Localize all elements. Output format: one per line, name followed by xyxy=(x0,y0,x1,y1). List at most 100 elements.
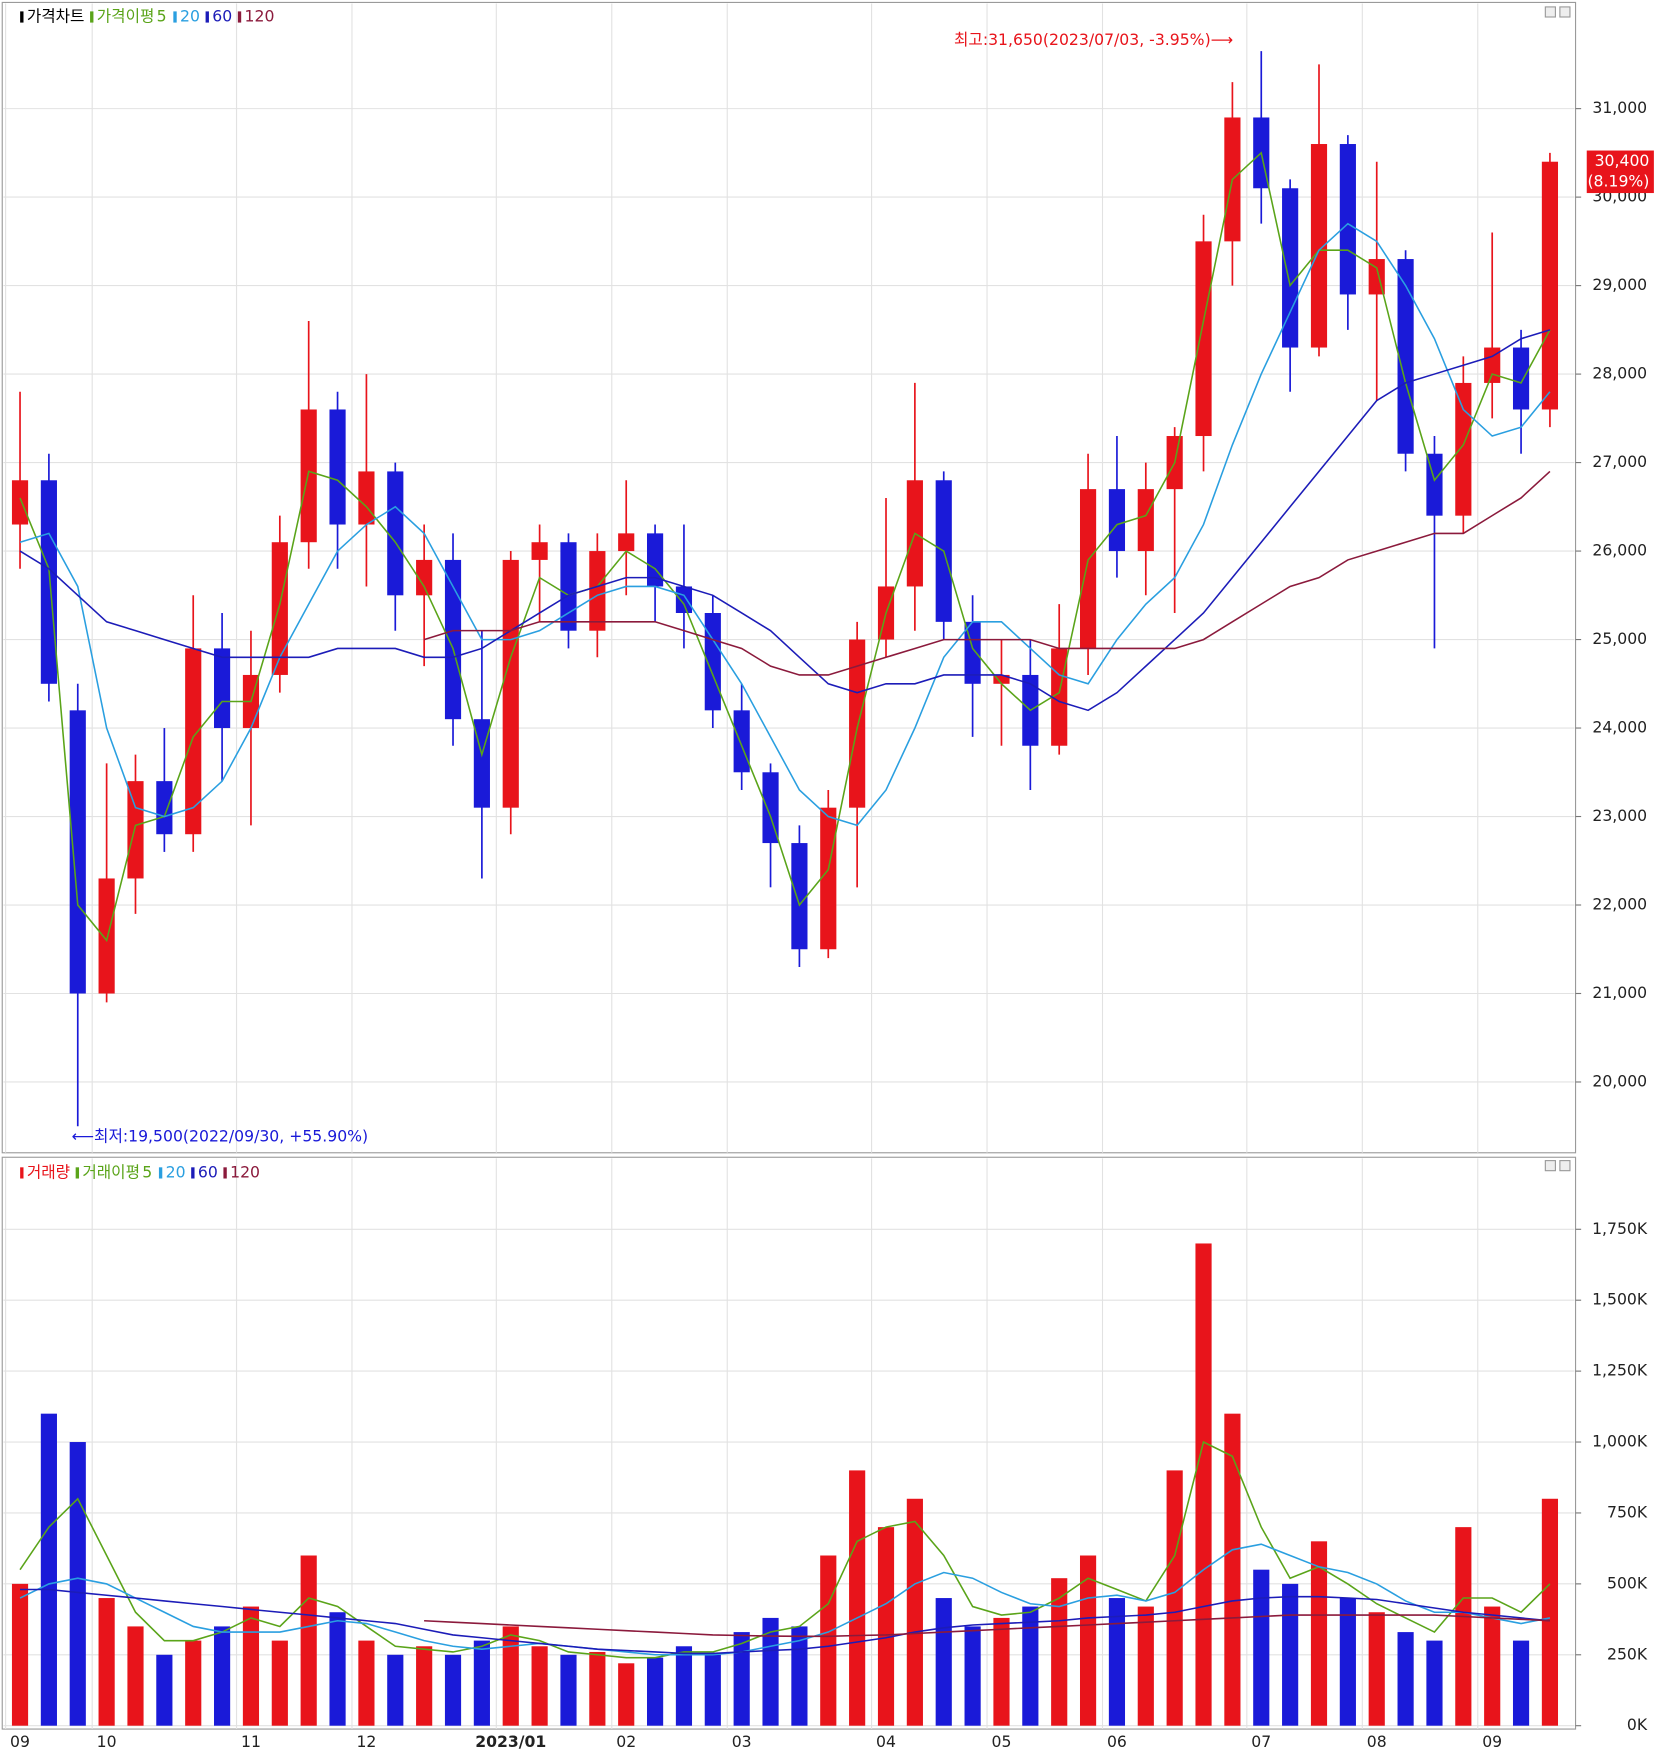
volume-bar xyxy=(156,1654,173,1726)
y-tick-label: 23,000 xyxy=(1592,806,1647,825)
legend-swatch xyxy=(205,11,209,23)
legend-swatch xyxy=(20,11,24,23)
volume-bar xyxy=(40,1413,57,1726)
candle-body xyxy=(300,409,317,543)
candle-body xyxy=(1397,259,1414,454)
legend-swatch xyxy=(158,1167,163,1179)
y-tick-label: 250K xyxy=(1607,1644,1648,1663)
x-tick-label: 08 xyxy=(1367,1732,1387,1751)
panel-button[interactable] xyxy=(1544,1160,1556,1172)
panel-button[interactable] xyxy=(1559,1160,1571,1172)
legend-swatch xyxy=(173,11,177,23)
volume-bar xyxy=(1455,1527,1472,1726)
candle-body xyxy=(1310,144,1328,348)
volume-bar xyxy=(964,1626,981,1726)
volume-bar xyxy=(531,1646,548,1726)
mark-layer xyxy=(11,51,1559,1726)
panel-button[interactable] xyxy=(1544,6,1556,18)
legend-swatch xyxy=(75,1167,80,1179)
volume-panel xyxy=(1,1156,1577,1730)
volume-bar xyxy=(300,1555,317,1726)
volume-bar xyxy=(675,1646,693,1726)
candle-body xyxy=(618,533,635,552)
volume-bar xyxy=(1512,1640,1530,1726)
volume-bar xyxy=(1397,1632,1414,1726)
candle-body xyxy=(733,710,750,773)
y-tick-label: 21,000 xyxy=(1592,983,1647,1002)
legend-swatch xyxy=(223,1167,227,1179)
legend-entry: 120 xyxy=(230,1162,260,1181)
candle-body xyxy=(40,480,57,684)
volume-bar xyxy=(993,1617,1010,1726)
candle-body xyxy=(849,639,866,808)
candle-body xyxy=(127,781,144,879)
x-tick-label: 06 xyxy=(1107,1732,1127,1751)
volume-bar xyxy=(1339,1598,1356,1726)
ma-line xyxy=(19,1440,1551,1659)
legend-entry: 60 xyxy=(198,1162,218,1181)
y-tick-label: 27,000 xyxy=(1592,452,1647,471)
candle-body xyxy=(329,409,346,525)
candle-body xyxy=(416,559,433,596)
volume-bar xyxy=(185,1640,202,1726)
legend-entry: 20 xyxy=(166,1162,186,1181)
volume-bar xyxy=(618,1663,635,1726)
candle-body xyxy=(1282,188,1299,348)
ma-line xyxy=(19,222,1551,827)
volume-bar xyxy=(214,1626,231,1726)
x-tick-label: 2023/01 xyxy=(475,1732,546,1751)
candle-body xyxy=(675,586,693,614)
panel-button[interactable] xyxy=(1559,6,1571,18)
candle-body xyxy=(646,533,664,587)
volume-bar xyxy=(791,1626,808,1726)
volume-bar xyxy=(1224,1413,1241,1726)
candle-body xyxy=(1455,382,1472,516)
label-layer: 20,000 21,000 22,000 23,000 24,000 25,000 26,0… xyxy=(10,6,1654,1751)
candle-body xyxy=(531,542,548,560)
volume-bar xyxy=(502,1626,519,1726)
x-tick-label: 07 xyxy=(1251,1732,1271,1751)
legend-entry: 20 xyxy=(180,6,200,25)
volume-bar xyxy=(820,1555,837,1726)
volume-bar xyxy=(1310,1541,1328,1726)
volume-bar xyxy=(1022,1606,1039,1726)
legend-title: 가격차트 xyxy=(27,6,85,25)
x-tick-label: 10 xyxy=(97,1732,117,1751)
volume-bar xyxy=(1368,1612,1385,1726)
candle-body xyxy=(98,878,115,994)
y-tick-label: 1,000K xyxy=(1592,1432,1648,1451)
volume-bar xyxy=(242,1606,260,1726)
legend-entry: 60 xyxy=(212,6,232,25)
high-annotation: 최고:31,650(2023/07/03, -3.95%)⟶ xyxy=(954,30,1233,49)
volume-bar xyxy=(906,1498,923,1726)
volume-bar xyxy=(1137,1606,1154,1726)
volume-bar xyxy=(69,1442,86,1726)
candle-body xyxy=(185,648,202,835)
legend-title: 거래이평 xyxy=(82,1162,140,1181)
volume-bar xyxy=(849,1470,866,1726)
volume-bar xyxy=(935,1598,952,1726)
price-panel xyxy=(1,1,1577,1154)
candle-body xyxy=(1484,347,1501,383)
candle-body xyxy=(1541,161,1559,410)
candle-body xyxy=(1051,648,1068,746)
candle-body xyxy=(820,807,837,950)
x-tick-label: 12 xyxy=(356,1732,376,1751)
y-tick-label: 1,250K xyxy=(1592,1361,1648,1380)
y-tick-label: 1,750K xyxy=(1592,1219,1648,1238)
candle-body xyxy=(358,471,375,525)
volume-bar xyxy=(589,1651,606,1726)
y-tick-label: 1,500K xyxy=(1592,1290,1648,1309)
y-tick-label: 0K xyxy=(1627,1715,1648,1734)
volume-bar xyxy=(329,1612,346,1726)
volume-bar xyxy=(877,1527,895,1726)
ma-line xyxy=(19,151,1551,943)
volume-bar xyxy=(1195,1243,1212,1726)
legend-swatch xyxy=(237,11,242,23)
x-tick-label: 04 xyxy=(876,1732,896,1751)
candle-body xyxy=(11,480,29,525)
candle-body xyxy=(1108,489,1126,552)
candle-body xyxy=(1512,347,1530,410)
y-tick-label: 20,000 xyxy=(1592,1071,1647,1090)
volume-bar xyxy=(473,1640,490,1726)
